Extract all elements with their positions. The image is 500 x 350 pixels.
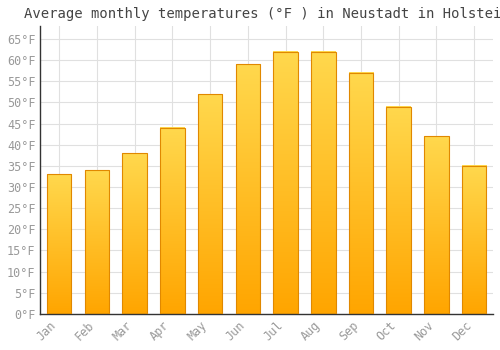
Bar — [198, 94, 222, 314]
Bar — [47, 174, 72, 314]
Bar — [386, 107, 411, 314]
Bar — [311, 52, 336, 314]
Title: Average monthly temperatures (°F ) in Neustadt in Holstein: Average monthly temperatures (°F ) in Ne… — [24, 7, 500, 21]
Bar — [160, 128, 184, 314]
Bar — [122, 153, 147, 314]
Bar — [274, 52, 298, 314]
Bar — [84, 170, 109, 314]
Bar — [462, 166, 486, 314]
Bar — [424, 136, 448, 314]
Bar — [236, 64, 260, 314]
Bar — [348, 73, 374, 314]
